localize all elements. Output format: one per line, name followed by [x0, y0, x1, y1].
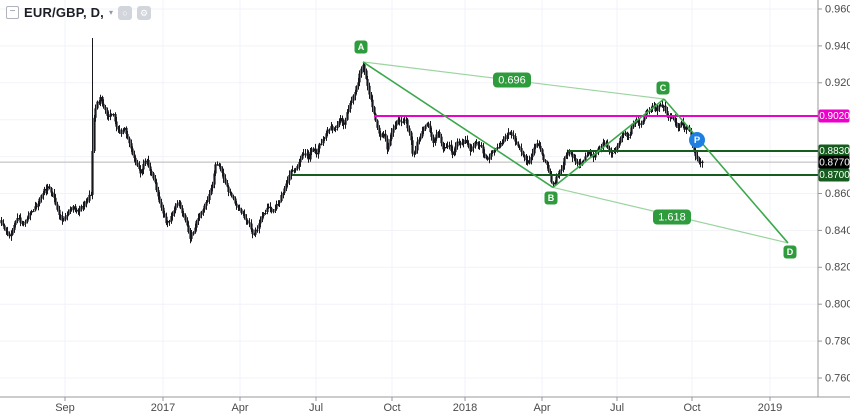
visibility-icon[interactable]: ○	[118, 5, 132, 20]
point-label-D[interactable]: D	[783, 245, 797, 259]
svg-text:Jul: Jul	[610, 402, 624, 414]
svg-text:D: D	[787, 247, 794, 257]
svg-text:Apr: Apr	[533, 402, 550, 414]
axis-badge-0.9020: 0.9020	[818, 109, 850, 123]
x-axis[interactable]: Sep 2017 Apr Jul Oct 2018 Apr Jul Oct 2019	[55, 397, 782, 414]
pattern-ratio-lines[interactable]	[362, 61, 789, 244]
svg-text:0.8770: 0.8770	[819, 157, 850, 168]
price-bars	[0, 61, 704, 244]
ratio-label-1.618[interactable]: 1.618	[653, 209, 691, 225]
svg-text:Apr: Apr	[231, 402, 248, 414]
chevron-down-icon[interactable]: ▾	[108, 8, 113, 17]
axis-badge-0.8830: 0.8830	[818, 144, 850, 158]
svg-text:Sep: Sep	[55, 402, 75, 414]
svg-text:2017: 2017	[151, 402, 175, 414]
point-label-B[interactable]: B	[544, 191, 558, 205]
svg-text:A: A	[358, 42, 365, 52]
svg-text:0.8830: 0.8830	[819, 146, 850, 157]
ratio-label-0.696[interactable]: 0.696	[493, 72, 531, 88]
collapse-icon[interactable]: −	[6, 6, 19, 19]
chart-legend[interactable]: − EUR/GBP, D, ▾ ○ ⚙	[6, 5, 151, 20]
svg-text:Jul: Jul	[309, 402, 323, 414]
axis-badge-0.8770: 0.8770	[818, 155, 850, 169]
grid	[0, 0, 818, 397]
settings-icon[interactable]: ⚙	[137, 5, 151, 20]
svg-text:2019: 2019	[758, 402, 782, 414]
point-label-A[interactable]: A	[354, 40, 368, 54]
svg-text:1.618: 1.618	[658, 211, 686, 223]
svg-text:P: P	[694, 135, 701, 146]
symbol-title[interactable]: EUR/GBP, D,	[24, 5, 104, 20]
pattern-main-lines[interactable]	[362, 61, 789, 244]
axis-badge-0.8700: 0.8700	[818, 168, 850, 182]
point-marker-p[interactable]: P	[689, 132, 705, 148]
svg-text:Oct: Oct	[683, 402, 700, 414]
svg-text:0.8700: 0.8700	[819, 170, 850, 181]
svg-text:2018: 2018	[453, 402, 477, 414]
svg-text:0.696: 0.696	[498, 74, 526, 86]
svg-text:0.9020: 0.9020	[819, 111, 850, 122]
svg-text:B: B	[548, 193, 555, 203]
axes	[0, 0, 850, 398]
svg-text:Oct: Oct	[383, 402, 400, 414]
svg-text:C: C	[660, 83, 667, 93]
point-label-C[interactable]: C	[656, 81, 670, 95]
